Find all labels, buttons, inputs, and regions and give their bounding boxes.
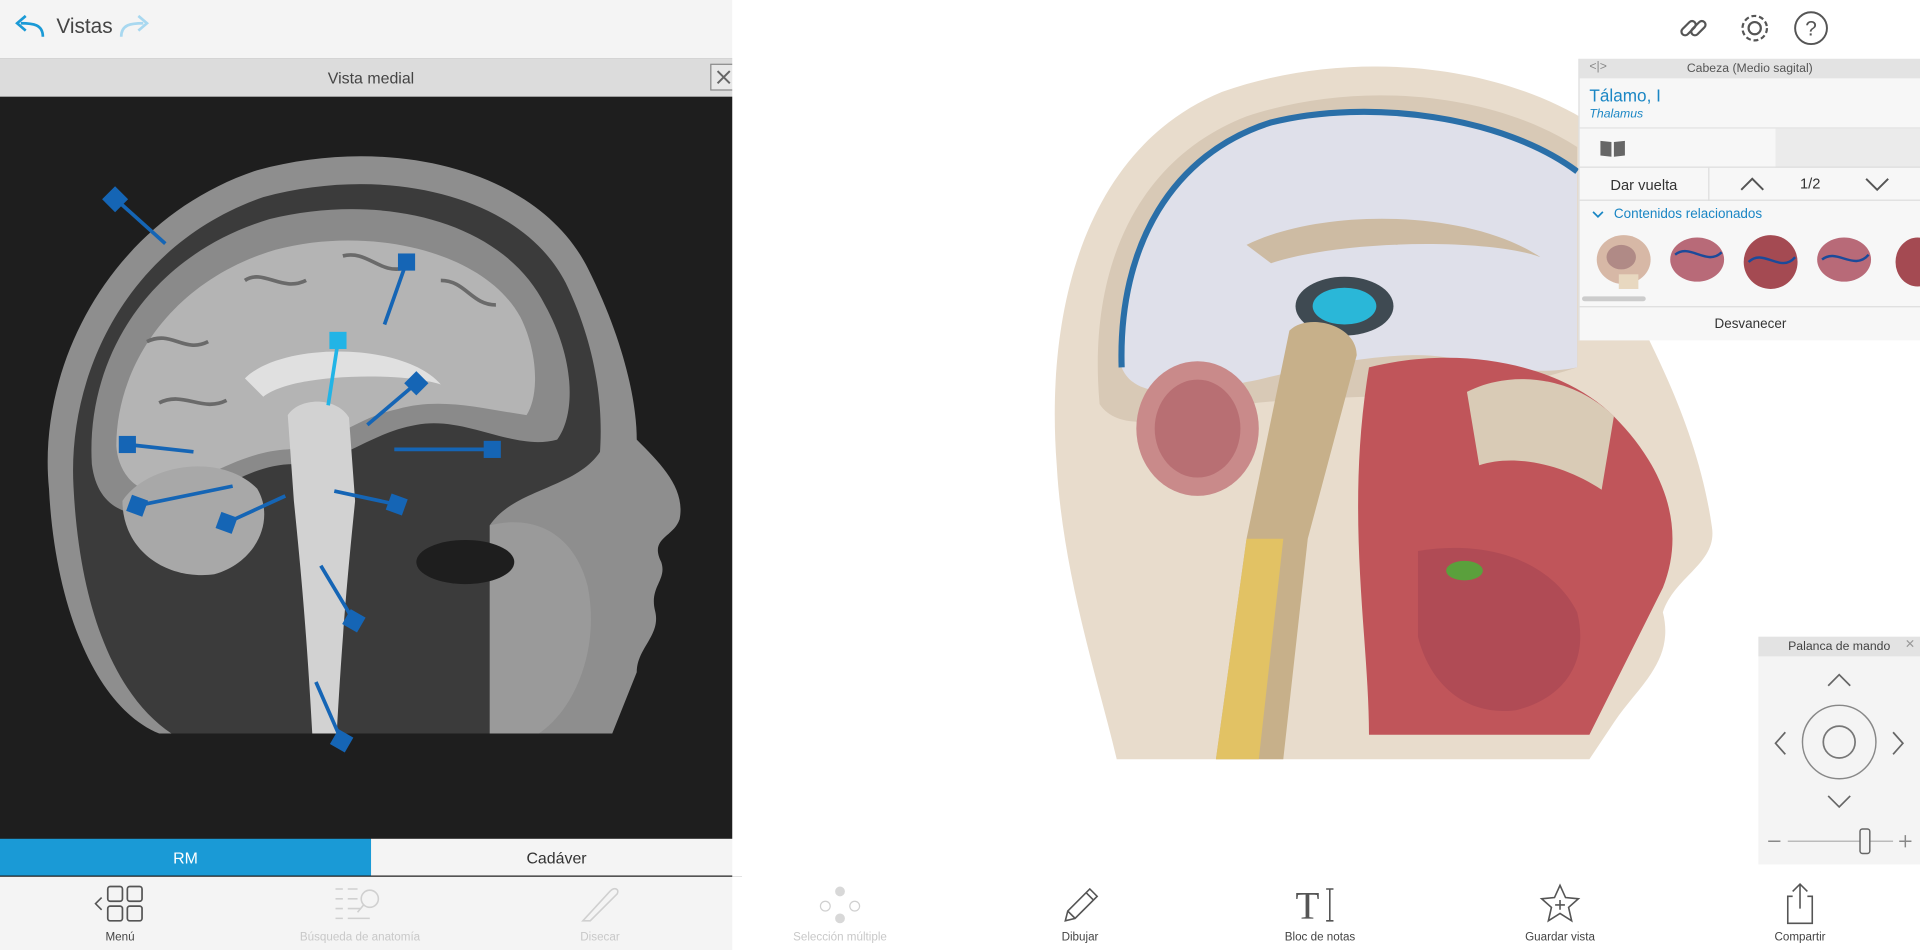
book-row-filler	[1775, 128, 1920, 168]
joystick-right-icon[interactable]	[1892, 731, 1905, 755]
structure-latin-name: Thalamus	[1589, 107, 1644, 122]
related-thumbnail[interactable]	[1665, 230, 1729, 294]
book-row	[1579, 127, 1920, 168]
multi-select-label: Selección múltiple	[793, 930, 887, 945]
svg-text:?: ?	[1805, 18, 1817, 41]
notes-label: Bloc de notas	[1284, 930, 1356, 945]
text-notes-icon: T	[1296, 884, 1334, 926]
joystick-up-icon[interactable]	[1827, 673, 1851, 687]
related-thumbnail[interactable]	[1812, 230, 1876, 294]
flip-button[interactable]: Dar vuelta	[1580, 167, 1710, 201]
redo-icon[interactable]	[115, 10, 154, 44]
undo-icon[interactable]	[10, 10, 49, 44]
related-thumbnails	[1589, 230, 1920, 294]
expand-panel-icon[interactable]: <|>	[1589, 60, 1607, 74]
draw-label: Dibujar	[1061, 930, 1099, 945]
joystick-header: Palanca de mando ✕	[1758, 636, 1920, 657]
medial-view-viewer: Vista medial	[0, 58, 743, 877]
zoom-in-icon[interactable]	[1899, 835, 1912, 848]
structure-name: Tálamo, I	[1589, 85, 1661, 106]
fade-button[interactable]: Desvanecer	[1579, 306, 1920, 340]
close-icon[interactable]: ✕	[1904, 637, 1916, 652]
mri-marker[interactable]	[215, 494, 287, 534]
mri-image[interactable]	[0, 96, 743, 839]
zoom-slider-thumb[interactable]	[1859, 828, 1871, 855]
svg-text:T: T	[1296, 884, 1320, 925]
chevron-down-icon[interactable]	[1864, 176, 1891, 199]
mri-marker[interactable]	[118, 435, 194, 454]
dissect-label: Disecar	[580, 930, 620, 945]
related-content-toggle[interactable]: Contenidos relacionados	[1580, 203, 1920, 225]
save-view-label: Guardar vista	[1525, 930, 1595, 945]
scalpel-icon	[581, 887, 619, 922]
viewer-header: Vista medial	[0, 58, 743, 97]
related-thumbnail[interactable]	[1592, 230, 1656, 294]
multi-select-icon	[819, 886, 861, 924]
mri-marker-selected[interactable]	[326, 331, 347, 406]
mri-marker[interactable]	[126, 484, 234, 517]
link-icon[interactable]	[1673, 7, 1715, 49]
book-icon[interactable]	[1599, 138, 1626, 164]
tab-cadaver[interactable]: Cadáver	[371, 838, 743, 876]
info-panel-header: <|> Cabeza (Medio sagital)	[1579, 58, 1920, 79]
menu-label: Menú	[105, 930, 135, 945]
collapse-chevron-icon	[1592, 211, 1604, 218]
related-thumbnail[interactable]	[1739, 230, 1803, 294]
multi-select-button[interactable]: Selección múltiple	[754, 877, 925, 950]
anatomy-search-label: Búsqueda de anatomía	[299, 930, 421, 945]
joystick-down-icon[interactable]	[1827, 795, 1851, 809]
pencil-icon	[1064, 887, 1099, 922]
region-label: Cabeza (Medio sagital)	[1686, 61, 1813, 76]
close-icon	[716, 70, 731, 84]
navigation-row: Dar vuelta 1/2	[1579, 166, 1920, 201]
anatomy-3d-scene[interactable]: ?	[732, 0, 1920, 877]
anatomy-search-button[interactable]: Búsqueda de anatomía	[274, 877, 445, 950]
mri-marker[interactable]	[314, 681, 354, 753]
share-label: Compartir	[1774, 930, 1826, 945]
notes-button[interactable]: T Bloc de notas	[1234, 877, 1405, 950]
grid-menu-icon	[94, 885, 143, 922]
joystick-left-icon[interactable]	[1774, 731, 1786, 755]
help-icon[interactable]: ?	[1790, 7, 1832, 49]
draw-button[interactable]: Dibujar	[994, 877, 1165, 950]
head-sagittal-model[interactable]	[732, 0, 1920, 877]
mri-marker[interactable]	[333, 489, 408, 516]
dissect-button[interactable]: Disecar	[514, 877, 685, 950]
page-indicator: 1/2	[1800, 175, 1821, 193]
joystick-title: Palanca de mando	[1788, 639, 1891, 654]
related-thumbnail[interactable]	[1886, 230, 1920, 294]
mri-marker[interactable]	[366, 371, 429, 427]
views-topbar: Vistas	[0, 0, 733, 59]
mri-marker[interactable]	[102, 186, 167, 246]
gear-icon[interactable]	[1734, 7, 1776, 49]
save-view-button[interactable]: Guardar vista	[1474, 877, 1645, 950]
anatomy-search-icon	[335, 888, 380, 920]
mri-marker[interactable]	[319, 564, 366, 633]
tab-mri[interactable]: RM	[0, 838, 372, 876]
menu-button[interactable]: Menú	[34, 877, 205, 950]
thumbnails-scrollbar[interactable]	[1582, 296, 1646, 302]
mri-marker[interactable]	[382, 253, 416, 326]
share-button[interactable]: Compartir	[1714, 877, 1885, 950]
image-mode-tabs: RM Cadáver	[0, 838, 743, 876]
joystick-knob[interactable]	[1822, 725, 1856, 759]
views-title: Vistas	[56, 14, 113, 38]
structure-info-panel: <|> Cabeza (Medio sagital) Tálamo, I Tha…	[1578, 58, 1920, 341]
joystick-ring[interactable]	[1801, 704, 1877, 780]
related-content-label: Contenidos relacionados	[1613, 206, 1763, 222]
star-add-icon	[1539, 883, 1581, 923]
joystick-panel: Palanca de mando ✕	[1758, 636, 1920, 865]
share-icon	[1786, 882, 1814, 925]
chevron-up-icon[interactable]	[1739, 175, 1766, 198]
mri-marker[interactable]	[394, 440, 501, 458]
